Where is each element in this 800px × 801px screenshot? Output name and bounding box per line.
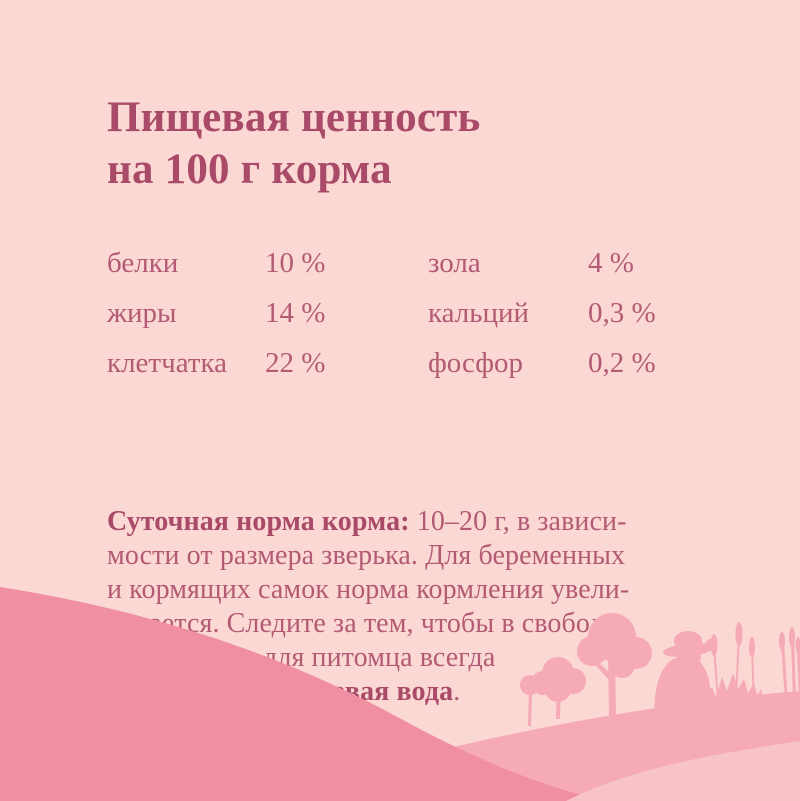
- page-title-line2: на 100 г корма: [107, 146, 392, 193]
- spiky-bush-icon: [706, 673, 762, 707]
- daily-norm-line: мости от размера зверька. Для беременных: [107, 540, 626, 571]
- reeds-icon: [706, 622, 762, 707]
- grass-icon: [779, 627, 800, 703]
- daily-norm-line: Суточная норма корма: 10–20 г, в зависи-: [107, 506, 627, 537]
- bush-icon: [531, 657, 586, 719]
- person-silhouette: [654, 631, 714, 719]
- nutrient-label: кальций: [428, 297, 530, 329]
- tree-icon: [577, 613, 652, 716]
- nutrient-label: клетчатка: [107, 347, 228, 379]
- landscape-decoration: [0, 587, 800, 801]
- nutrient-label: жиры: [107, 297, 177, 329]
- nutrient-value: 0,2 %: [588, 347, 656, 379]
- nutrient-label: белки: [107, 247, 179, 279]
- daily-norm-line: и кормящих самок норма кормления увели-: [107, 574, 630, 605]
- hill-dark: [0, 587, 608, 801]
- nutrient-value: 10 %: [265, 247, 326, 279]
- nutrient-label: фосфор: [428, 347, 524, 379]
- page-title-line1: Пищевая ценность: [107, 94, 481, 141]
- nutrient-value: 22 %: [265, 347, 326, 379]
- page-title: Пищевая ценность на 100 г корма: [107, 92, 480, 196]
- nutrient-value: 4 %: [588, 247, 634, 279]
- nutrition-table: белки 10 % зола 4 % жиры 14 % кальций 0,…: [107, 238, 656, 388]
- hat-brim-icon: [663, 643, 713, 657]
- nutrient-label: зола: [428, 247, 481, 279]
- daily-norm-label: Суточная норма корма:: [107, 506, 410, 537]
- hill-light: [566, 741, 800, 801]
- nutrient-value: 14 %: [265, 297, 326, 329]
- nutrient-value: 0,3 %: [588, 297, 656, 329]
